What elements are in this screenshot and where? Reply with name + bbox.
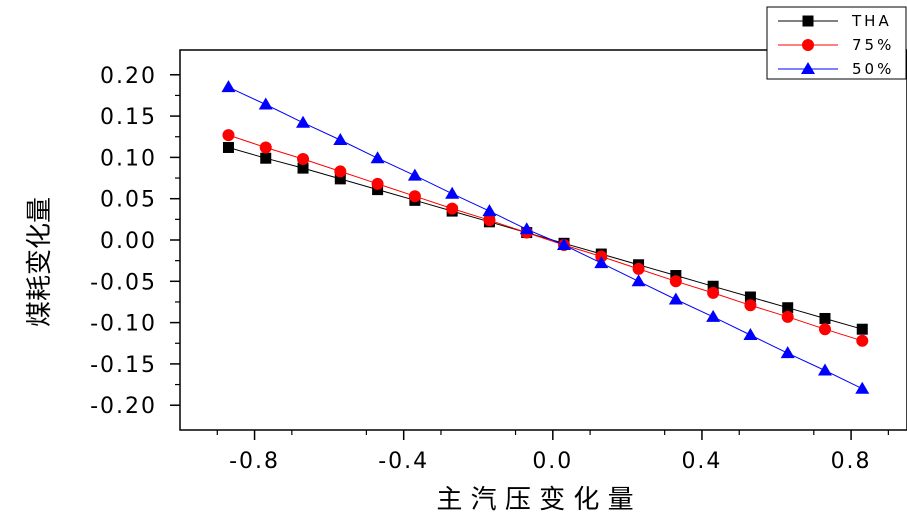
data-point xyxy=(446,202,459,215)
data-point xyxy=(557,237,572,250)
data-point xyxy=(744,291,756,303)
data-point xyxy=(631,274,646,287)
data-point xyxy=(370,151,385,164)
legend-label: 75% xyxy=(852,36,894,54)
legend: THA 75% 50% xyxy=(766,6,907,80)
series-triangle xyxy=(221,80,870,394)
data-point xyxy=(818,323,831,336)
y-tick-label: 0.10 xyxy=(100,146,157,171)
data-point xyxy=(594,256,609,269)
x-tick-label: 0.0 xyxy=(532,449,573,474)
data-point xyxy=(856,323,868,335)
legend-marker xyxy=(801,62,815,74)
data-point xyxy=(856,334,869,347)
data-point xyxy=(333,133,348,146)
data-point xyxy=(260,152,272,164)
series-line xyxy=(228,147,863,330)
series-layer xyxy=(221,80,870,394)
data-point xyxy=(743,328,758,340)
x-tick-label: -0.4 xyxy=(378,449,429,474)
legend-box xyxy=(766,6,907,80)
data-point xyxy=(371,177,384,190)
data-point xyxy=(222,129,235,142)
data-point xyxy=(259,141,272,154)
data-point xyxy=(668,292,683,305)
legend-label: 50% xyxy=(852,60,894,78)
series-line xyxy=(228,134,863,342)
data-point xyxy=(222,141,234,153)
data-point xyxy=(408,190,421,203)
x-axis-title: 主 汽 压 变 化 量 xyxy=(436,485,633,515)
y-tick-label: 0.15 xyxy=(100,105,157,130)
data-point xyxy=(855,381,870,394)
y-tick-label: -0.10 xyxy=(90,312,157,337)
legend-marker xyxy=(802,15,814,27)
legend-item: THA xyxy=(778,12,892,30)
series-circle xyxy=(222,129,869,347)
data-point xyxy=(707,286,720,299)
data-point xyxy=(744,299,757,312)
data-point xyxy=(482,204,497,217)
x-axis: -0.8 -0.4 0.0 0.4 0.8 xyxy=(216,430,889,474)
y-tick-label: -0.20 xyxy=(90,394,157,419)
data-point xyxy=(819,312,831,324)
y-axis: 0.20 0.15 0.10 0.05 0.00 -0.05 -0.10 -0.15 -0.20 xyxy=(90,64,180,419)
data-point xyxy=(781,310,794,323)
data-point xyxy=(519,222,534,235)
y-tick-label: 0.00 xyxy=(100,229,157,254)
y-tick-label: 0.20 xyxy=(100,64,157,89)
legend-marker xyxy=(802,39,814,51)
data-point xyxy=(780,346,795,359)
y-tick-label: -0.15 xyxy=(90,353,157,378)
data-point xyxy=(334,173,346,185)
data-point xyxy=(334,165,347,178)
data-point xyxy=(297,162,309,174)
data-point xyxy=(445,186,460,199)
x-tick-label: 0.4 xyxy=(681,449,722,474)
x-tick-label: 0.8 xyxy=(831,449,872,474)
data-point xyxy=(782,302,794,314)
y-tick-label: 0.05 xyxy=(100,188,157,213)
data-point xyxy=(817,363,832,376)
data-point xyxy=(297,153,310,166)
legend-item: 75% xyxy=(778,36,894,54)
legend-label: THA xyxy=(851,12,892,30)
series-line xyxy=(228,86,863,390)
data-point xyxy=(483,214,496,227)
y-tick-label: -0.05 xyxy=(90,270,157,295)
x-tick-label: -0.8 xyxy=(229,449,280,474)
data-point xyxy=(669,275,682,288)
plot-frame xyxy=(179,49,907,431)
data-point xyxy=(707,280,719,292)
y-axis-title: 煤耗变化量 xyxy=(25,197,55,327)
data-point xyxy=(296,115,311,128)
legend-item: 50% xyxy=(778,60,894,78)
data-point xyxy=(407,168,422,181)
data-point xyxy=(632,262,645,275)
data-point xyxy=(706,309,721,322)
data-point xyxy=(221,80,236,93)
data-point xyxy=(258,97,273,110)
